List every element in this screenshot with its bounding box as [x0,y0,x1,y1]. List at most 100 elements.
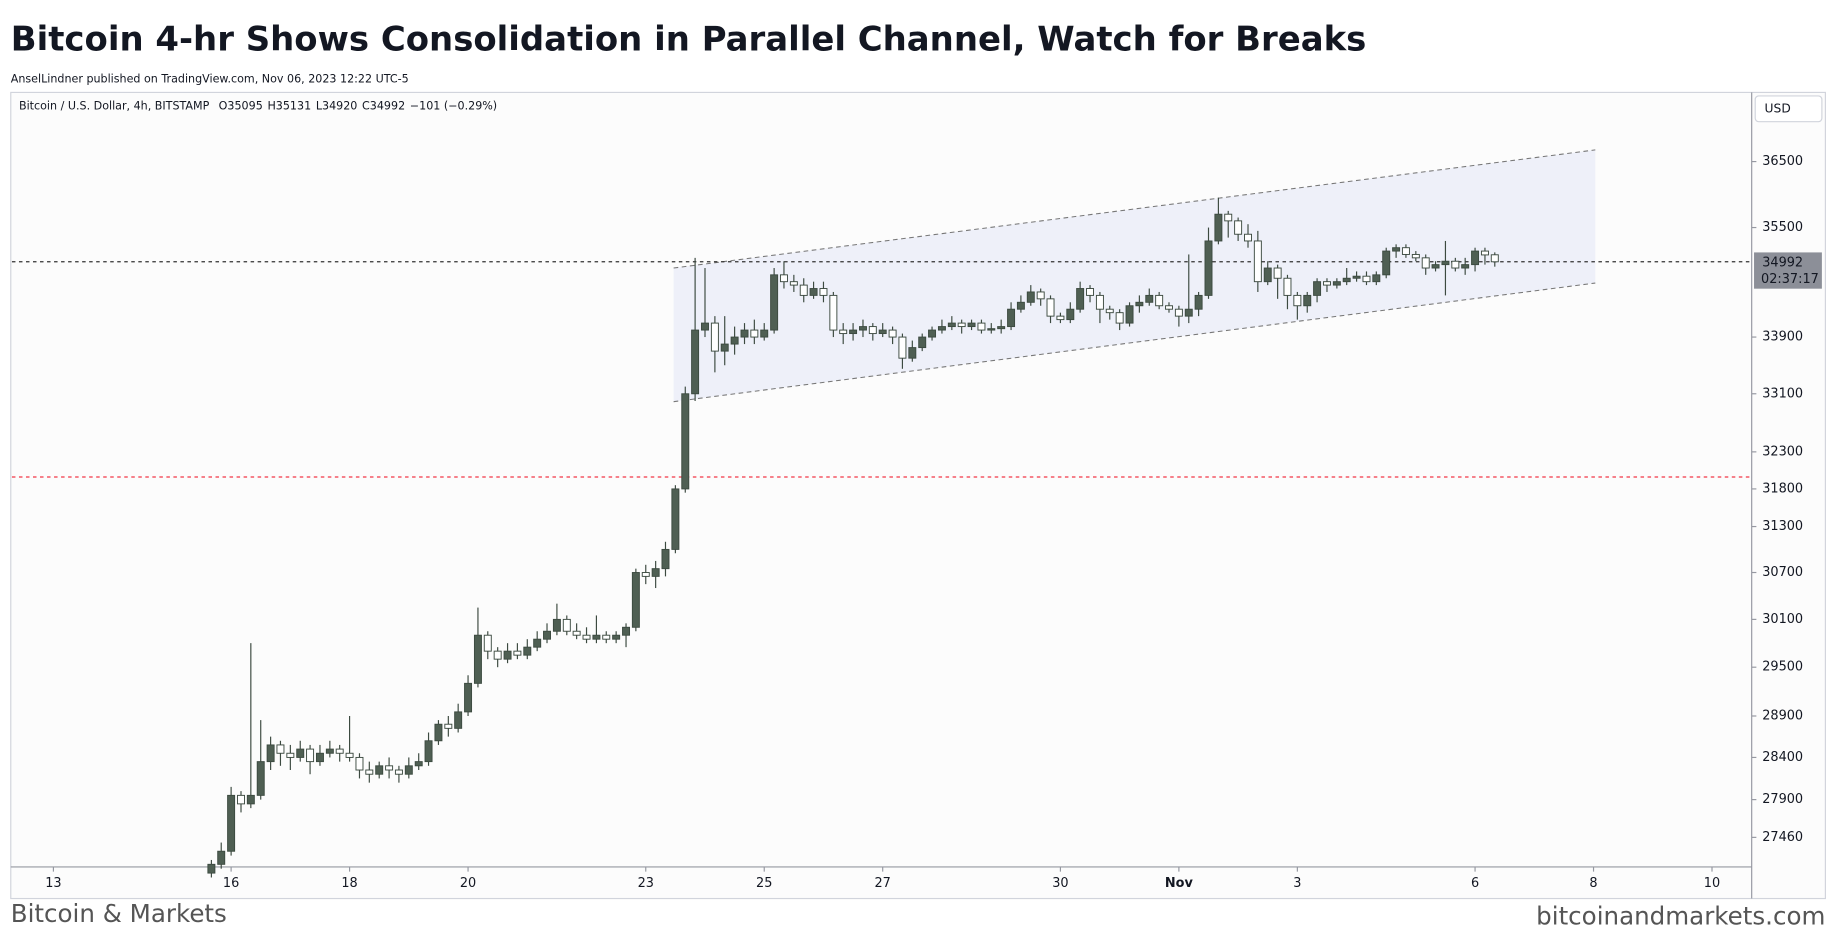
candle-body [937,326,946,331]
candle-body [1204,240,1213,296]
candle-body [908,347,917,359]
x-tick-label: 23 [638,876,654,891]
candle-body [1253,240,1262,283]
candle-body [651,568,660,577]
x-tick-label: 30 [1052,876,1068,891]
candle-body [434,723,443,742]
candle-body [523,646,532,656]
candle-body [720,343,729,352]
candle-body [1135,301,1144,307]
candle-body [997,326,1006,330]
candle-body [503,650,512,660]
candle-body [918,336,927,349]
candle-body [1046,298,1055,317]
candle-body [1194,294,1203,310]
candle-body [1471,250,1480,266]
last-price-box [1754,252,1822,289]
candle-body [1066,308,1075,321]
legend-item: C34992 [362,99,405,112]
candle-body [1155,294,1164,307]
candle-body [355,756,364,771]
channel-line [673,282,1596,403]
candle-body [898,336,907,359]
candle-body [1105,308,1114,314]
candle-body [967,322,976,328]
candle-body [1184,308,1193,317]
x-tick-label: 10 [1704,876,1720,891]
candle-body [315,752,324,763]
candle-body [1332,281,1341,286]
candle-body [750,329,759,338]
candle-body [1115,312,1124,324]
candle-body [1293,294,1302,307]
y-tick-label: 29500 [1762,660,1803,675]
countdown-label: 02:37:17 [1761,272,1819,287]
candle-body [266,744,275,763]
candle-body [878,329,887,335]
candle-body [1431,264,1440,269]
candle-body [1283,277,1292,296]
candle-body [543,630,551,640]
candle-body [819,288,828,296]
candle-body [859,326,867,331]
candle-body [888,329,897,338]
legend-header: Bitcoin / U.S. Dollar, 4h, BITSTAMP O3509… [19,99,497,112]
candle-body [1273,267,1282,279]
candle-body [671,488,680,550]
candle-body [513,650,522,656]
candle-body [849,329,858,335]
candle-body [868,326,877,335]
candle-body [1244,233,1252,242]
y-tick-label: 33100 [1762,386,1803,401]
candle-body [394,769,403,775]
candle-body [1214,213,1223,242]
legend-item: L34920 [316,99,358,112]
candle-body [740,329,749,338]
candle-body [641,572,650,577]
candle-body [483,634,492,652]
candle-body [464,682,473,713]
candle-body [493,650,502,660]
y-tick-label: 36500 [1762,154,1803,169]
candle-body [1145,294,1154,303]
y-tick-label: 31300 [1762,519,1803,534]
candle-body [1352,275,1361,279]
x-tick-label: 6 [1471,876,1479,891]
y-tick-label: 28400 [1762,750,1803,765]
candle-body [957,322,966,328]
footer-right: bitcoinandmarkets.com [1536,901,1825,930]
last-price-label: 34992 [1762,255,1803,270]
candle-body [404,765,413,775]
x-tick-label: 8 [1589,876,1597,891]
candle-body [809,288,818,296]
currency-box[interactable] [1754,95,1823,123]
candle-body [286,752,295,758]
candle-body [779,274,788,283]
candle-body [1362,275,1371,283]
x-tick-label: 13 [45,876,61,891]
candle-body [1421,257,1430,269]
y-tick-label: 30100 [1762,612,1803,627]
candle-body [325,748,334,754]
x-tick-label: 20 [460,876,476,891]
candle-body [1174,308,1183,317]
candle-body [1372,274,1381,283]
candle-body [1461,264,1470,269]
candle-body [246,794,255,805]
candle-body [1342,277,1351,283]
candle-body [454,711,463,729]
candle-body [839,329,848,335]
candle-body [276,744,285,754]
candle-body [631,572,640,628]
y-tick-label: 27460 [1762,830,1803,845]
candle-body [1125,305,1134,324]
candle-body [770,274,779,331]
y-tick-label: 32300 [1762,444,1803,459]
y-tick-label: 30700 [1762,565,1803,580]
candle-body [1480,250,1489,256]
candle-body [730,336,739,345]
subtitle: AnselLindner published on TradingView.co… [11,73,409,86]
candle-body [385,765,394,771]
candle-body [1234,220,1243,235]
